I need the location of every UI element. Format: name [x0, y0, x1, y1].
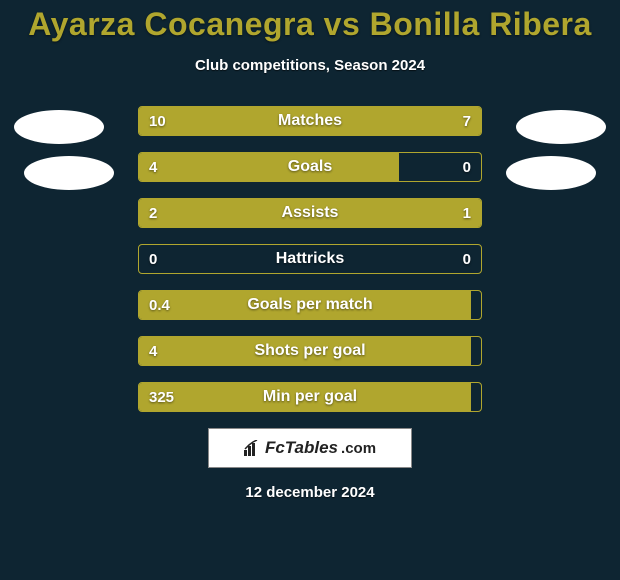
metric-label: Matches	[139, 107, 481, 135]
comparison-chart: 107Matches 40Goals 21Assists 00Hattricks 0.4…	[0, 106, 620, 412]
logo-suffix: .com	[341, 440, 376, 457]
subtitle: Club competitions, Season 2024	[0, 57, 620, 74]
metric-label: Shots per goal	[139, 337, 481, 365]
chart-icon	[244, 440, 262, 456]
date-label: 12 december 2024	[0, 484, 620, 501]
metric-row: 0.4Goals per match	[138, 290, 482, 320]
metric-row: 21Assists	[138, 198, 482, 228]
metric-row: 4Shots per goal	[138, 336, 482, 366]
metric-label: Goals	[139, 153, 481, 181]
fctables-logo: FcTables.com	[208, 428, 412, 468]
metric-row: 325Min per goal	[138, 382, 482, 412]
metric-label: Min per goal	[139, 383, 481, 411]
logo-name: FcTables	[265, 438, 338, 458]
metric-row: 107Matches	[138, 106, 482, 136]
metric-label: Hattricks	[139, 245, 481, 273]
player-right-avatar-placeholder	[516, 110, 606, 144]
metric-label: Assists	[139, 199, 481, 227]
metric-label: Goals per match	[139, 291, 481, 319]
player-left-avatar-placeholder	[14, 110, 104, 144]
player-right-avatar-placeholder	[506, 156, 596, 190]
page-title: Ayarza Cocanegra vs Bonilla Ribera	[0, 0, 620, 43]
metric-row: 40Goals	[138, 152, 482, 182]
player-left-avatar-placeholder	[24, 156, 114, 190]
metric-row: 00Hattricks	[138, 244, 482, 274]
